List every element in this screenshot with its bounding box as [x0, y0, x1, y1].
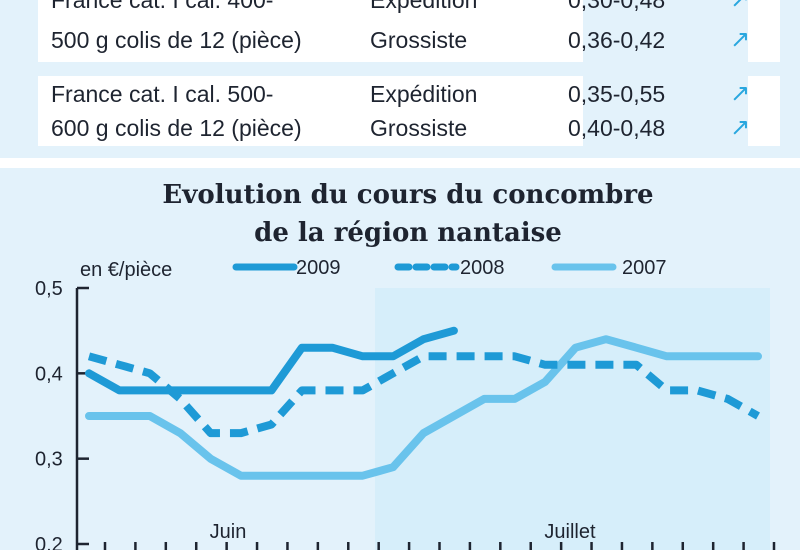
chart-title: Evolution du cours du concombre: [162, 180, 653, 210]
arrow-up-right-icon: ↗: [730, 80, 751, 107]
product-line: France cat. I cal. 400-: [51, 0, 274, 13]
table-row: France cat. I cal. 400- 500 g colis de 1…: [38, 0, 780, 62]
series-line-2009: [85, 326, 458, 395]
arrow-up-right-icon: ↗: [730, 0, 750, 16]
arrow-up-right-icon: ↗: [730, 114, 751, 141]
product-line: France cat. I cal. 500-: [51, 81, 274, 107]
market-stage: Expédition: [370, 0, 478, 13]
month-band-juillet: [375, 288, 770, 550]
series-line-2007: [85, 335, 762, 480]
y-axis-unit-label: en €/pièce: [80, 259, 172, 281]
market-stage: Grossiste: [370, 27, 468, 53]
month-label-juin: Juin: [210, 521, 247, 543]
legend-label-2008: 2008: [460, 257, 505, 279]
market-stage: Grossiste: [370, 115, 468, 141]
product-line: 500 g colis de 12 (pièce): [51, 27, 302, 53]
price-table: France cat. I cal. 400- 500 g colis de 1…: [0, 0, 800, 158]
month-label-juillet: Juillet: [544, 521, 596, 543]
price-column-band: [583, 76, 748, 146]
y-tick-label: 0,2: [35, 534, 63, 550]
chart-canvas: Evolution du cours du concombre de la rég…: [35, 180, 776, 550]
price-range: 0,36-0,42: [568, 27, 666, 53]
y-tick-label: 0,3: [35, 449, 63, 471]
price-column-band: [583, 0, 748, 62]
chart-title: de la région nantaise: [254, 218, 562, 248]
table-row: France cat. I cal. 500- 600 g colis de 1…: [38, 76, 780, 146]
price-range: 0,35-0,55: [568, 81, 666, 107]
legend-label-2007: 2007: [622, 257, 667, 279]
y-tick-label: 0,4: [35, 363, 63, 385]
legend-label-2009: 2009: [296, 257, 341, 279]
price-range: 0,40-0,48: [568, 115, 666, 141]
price-chart: Evolution du cours du concombre de la rég…: [0, 168, 800, 550]
y-tick-label: 0,5: [35, 278, 63, 300]
arrow-up-right-icon: ↗: [730, 26, 751, 53]
market-stage: Expédition: [370, 81, 478, 107]
product-line: 600 g colis de 12 (pièce): [51, 115, 302, 141]
price-range: 0,30-0,48: [568, 0, 666, 13]
